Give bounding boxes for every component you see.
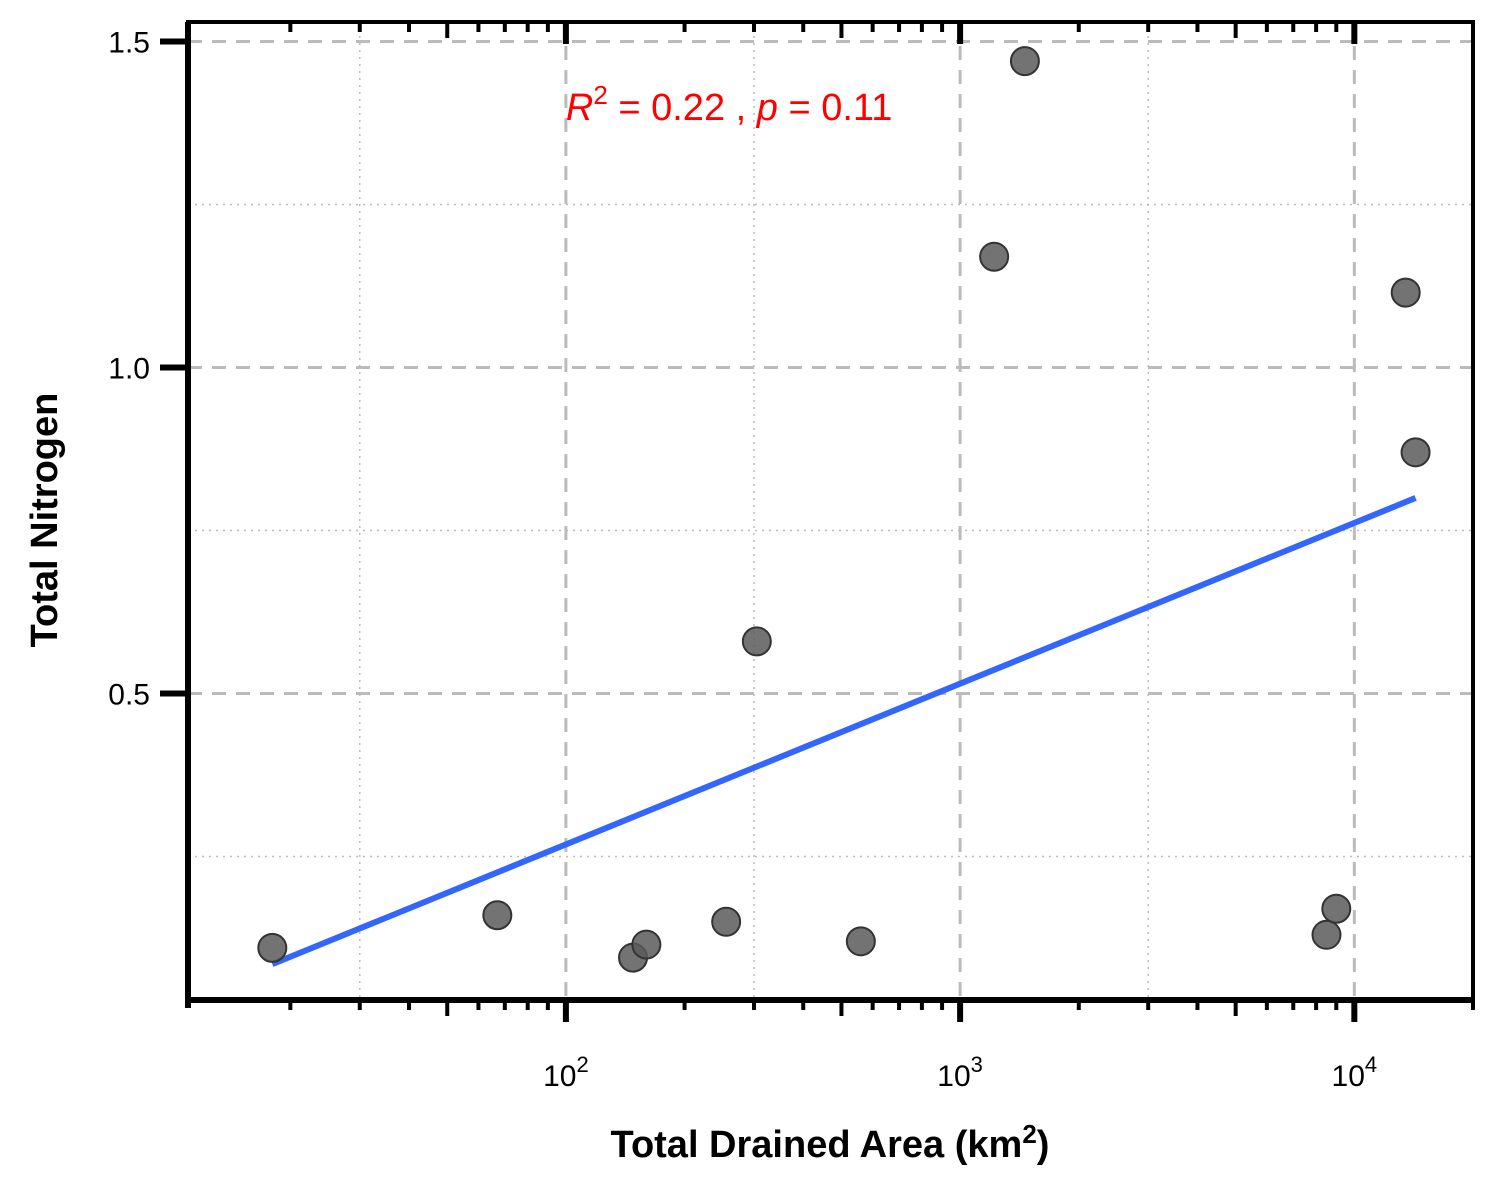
- x-tick-label: 103: [937, 1052, 983, 1093]
- plot-frame: [186, 20, 1475, 1002]
- p-value: = 0.11: [778, 87, 892, 129]
- data-point: [1400, 437, 1431, 468]
- p-symbol: p: [756, 87, 778, 129]
- y-axis-title: Total Nitrogen: [24, 393, 66, 648]
- data-point: [1321, 893, 1352, 924]
- data-point: [845, 926, 876, 957]
- x-tick-label-base: 10: [1332, 1060, 1365, 1093]
- y-tick-label: 0.5: [108, 679, 150, 712]
- fit-line: [271, 495, 1417, 967]
- data-point: [257, 932, 288, 963]
- grid-minor: [188, 22, 1473, 1000]
- y-tick-label: 1.5: [108, 27, 150, 60]
- x-tick-label: 104: [1332, 1052, 1378, 1093]
- fit-line-group: [271, 495, 1417, 967]
- data-point: [711, 906, 742, 937]
- data-point: [979, 241, 1010, 272]
- data-point: [1311, 919, 1342, 950]
- r-squared-symbol: R: [566, 87, 593, 129]
- stats-annotation-text: R2 = 0.22 , p = 0.11: [566, 80, 892, 129]
- x-tick-label-exponent: 2: [576, 1052, 588, 1077]
- axes: [185, 20, 1475, 1008]
- x-axis-title-close: ): [1037, 1124, 1050, 1166]
- r-squared-value: = 0.22 ,: [608, 87, 757, 129]
- x-tick-label: 102: [543, 1052, 589, 1093]
- grid-major: [188, 22, 1473, 1000]
- x-axis-title-superscript: 2: [1022, 1119, 1036, 1149]
- x-axis-ticks: 102 103 104: [288, 22, 1475, 1093]
- x-tick-label-base: 10: [543, 1060, 576, 1093]
- x-axis-title: Total Drained Area (km2): [611, 1119, 1050, 1166]
- x-axis-title-text: Total Drained Area (km: [611, 1124, 1023, 1166]
- data-point: [482, 900, 513, 931]
- r-squared-exponent: 2: [593, 80, 607, 110]
- y-tick-label: 1.0: [108, 353, 150, 386]
- data-points: [257, 46, 1431, 973]
- x-tick-label-exponent: 4: [1365, 1052, 1377, 1077]
- data-point: [631, 929, 662, 960]
- x-tick-label-exponent: 3: [971, 1052, 983, 1077]
- data-point: [741, 626, 772, 657]
- data-point: [1390, 277, 1421, 308]
- stats-annotation: R2 = 0.22 , p = 0.11: [566, 80, 892, 129]
- x-tick-label-base: 10: [937, 1060, 970, 1093]
- data-point: [1009, 46, 1040, 77]
- y-axis-ticks: 0.5 1.0 1.5: [108, 27, 188, 712]
